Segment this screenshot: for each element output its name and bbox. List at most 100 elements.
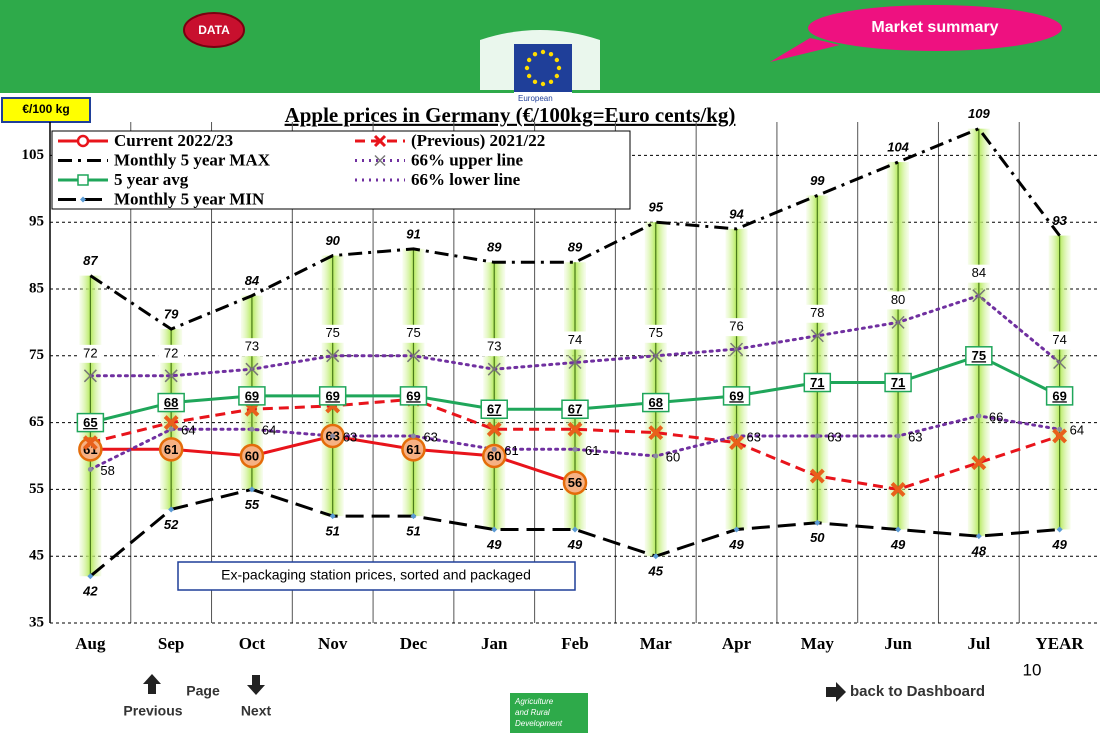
marker bbox=[1053, 355, 1067, 370]
data-label: 74 bbox=[1052, 332, 1066, 347]
legend-entry: 66% upper line bbox=[355, 150, 524, 169]
marker bbox=[157, 392, 185, 413]
marker bbox=[972, 289, 986, 303]
data-label: 89 bbox=[568, 240, 583, 255]
marker bbox=[326, 349, 340, 363]
legend-marker bbox=[374, 154, 386, 167]
y-tick-label: 85 bbox=[29, 280, 44, 296]
x-tick-label: Aug bbox=[75, 634, 106, 653]
data-label: 63 bbox=[827, 429, 841, 444]
data-label: 74 bbox=[568, 332, 582, 347]
legend-label: 5 year avg bbox=[114, 170, 189, 189]
data-label: 72 bbox=[83, 345, 97, 360]
data-label: 76 bbox=[729, 319, 743, 334]
data-label: 72 bbox=[164, 345, 178, 360]
data-label: 71 bbox=[810, 375, 824, 390]
marker bbox=[410, 433, 416, 439]
data-button-label[interactable]: DATA bbox=[198, 23, 230, 37]
marker bbox=[406, 349, 420, 363]
marker bbox=[329, 513, 336, 520]
data-label-box bbox=[1046, 331, 1073, 350]
marker bbox=[810, 329, 824, 343]
eu-star bbox=[548, 51, 554, 57]
market-summary-banner[interactable] bbox=[808, 5, 1062, 51]
data-label: 69 bbox=[729, 388, 743, 403]
eu-star bbox=[540, 81, 546, 87]
legend-marker bbox=[76, 134, 90, 148]
data-label: 61 bbox=[504, 443, 518, 458]
legend-label: 66% lower line bbox=[411, 170, 521, 189]
data-label: 69 bbox=[1052, 388, 1066, 403]
data-label: 75 bbox=[406, 325, 420, 340]
marker bbox=[971, 455, 987, 471]
marker bbox=[168, 506, 175, 513]
marker bbox=[567, 421, 583, 437]
marker bbox=[481, 443, 507, 469]
data-label: 45 bbox=[648, 564, 664, 579]
marker bbox=[83, 369, 97, 383]
legend-marker bbox=[77, 174, 89, 186]
marker bbox=[87, 466, 93, 472]
marker bbox=[884, 372, 912, 393]
marker bbox=[730, 342, 744, 356]
data-button[interactable] bbox=[183, 12, 245, 48]
market-summary-label[interactable]: Market summary bbox=[871, 19, 998, 36]
data-label: 51 bbox=[325, 524, 339, 539]
marker bbox=[814, 433, 820, 439]
data-label: 94 bbox=[729, 206, 744, 221]
legend-entry: 5 year avg bbox=[58, 170, 189, 189]
data-label: 58 bbox=[100, 463, 114, 478]
previous-link[interactable]: Previous bbox=[123, 703, 182, 719]
data-label: 93 bbox=[1052, 213, 1067, 228]
data-label: 48 bbox=[971, 544, 987, 559]
data-label-box bbox=[562, 331, 588, 350]
x-tick-label: Jul bbox=[968, 634, 991, 653]
marker bbox=[976, 413, 982, 419]
data-label: 67 bbox=[568, 402, 582, 417]
data-label: 49 bbox=[567, 537, 583, 552]
marker bbox=[814, 519, 821, 526]
marker bbox=[652, 553, 659, 560]
data-label: 64 bbox=[181, 423, 195, 438]
data-label: 55 bbox=[245, 497, 260, 512]
marker bbox=[895, 526, 902, 533]
x-tick-label: Mar bbox=[640, 634, 673, 653]
legend-label: 66% upper line bbox=[411, 150, 524, 169]
legend-entry: Monthly 5 year MIN bbox=[58, 189, 265, 208]
data-label: 60 bbox=[487, 448, 501, 463]
dashboard-link[interactable]: back to Dashboard bbox=[850, 683, 985, 700]
marker bbox=[649, 349, 663, 363]
x-tick-label: Feb bbox=[561, 634, 588, 653]
previous-arrow[interactable] bbox=[143, 674, 161, 694]
data-label-box bbox=[804, 304, 831, 323]
y-tick-label: 45 bbox=[29, 548, 44, 564]
marker bbox=[809, 468, 825, 484]
series-line bbox=[89, 126, 1061, 331]
legend-entry: Monthly 5 year MAX bbox=[58, 150, 271, 169]
data-label: 66 bbox=[989, 409, 1003, 424]
x-tick-label: YEAR bbox=[1036, 634, 1085, 653]
marker bbox=[245, 362, 259, 376]
data-label-box bbox=[723, 318, 750, 337]
data-label: 60 bbox=[666, 449, 680, 464]
marker bbox=[653, 453, 659, 459]
next-arrow[interactable] bbox=[247, 675, 265, 695]
marker bbox=[722, 386, 751, 406]
data-label: 71 bbox=[891, 375, 905, 390]
marker bbox=[399, 386, 428, 406]
data-label: 50 bbox=[810, 530, 825, 545]
y-tick-label: 55 bbox=[29, 481, 44, 497]
data-label: 91 bbox=[406, 226, 420, 241]
y-tick-label: 65 bbox=[29, 414, 44, 430]
data-label: 79 bbox=[164, 307, 179, 322]
logo-text: European bbox=[518, 94, 553, 103]
y-tick-label: 105 bbox=[22, 147, 45, 163]
next-link[interactable]: Next bbox=[241, 703, 272, 719]
data-label: 104 bbox=[887, 140, 909, 155]
data-label-box bbox=[400, 324, 427, 343]
eu-star bbox=[554, 73, 560, 79]
y-label-box bbox=[1, 97, 91, 123]
dashboard-arrow[interactable] bbox=[826, 682, 846, 702]
data-label-box bbox=[158, 344, 185, 363]
